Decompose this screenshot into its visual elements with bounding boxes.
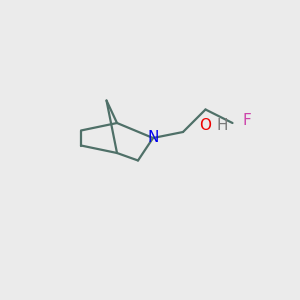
Text: N: N: [147, 130, 159, 146]
Text: F: F: [242, 113, 251, 128]
Text: O: O: [200, 118, 211, 134]
Text: H: H: [216, 118, 228, 134]
